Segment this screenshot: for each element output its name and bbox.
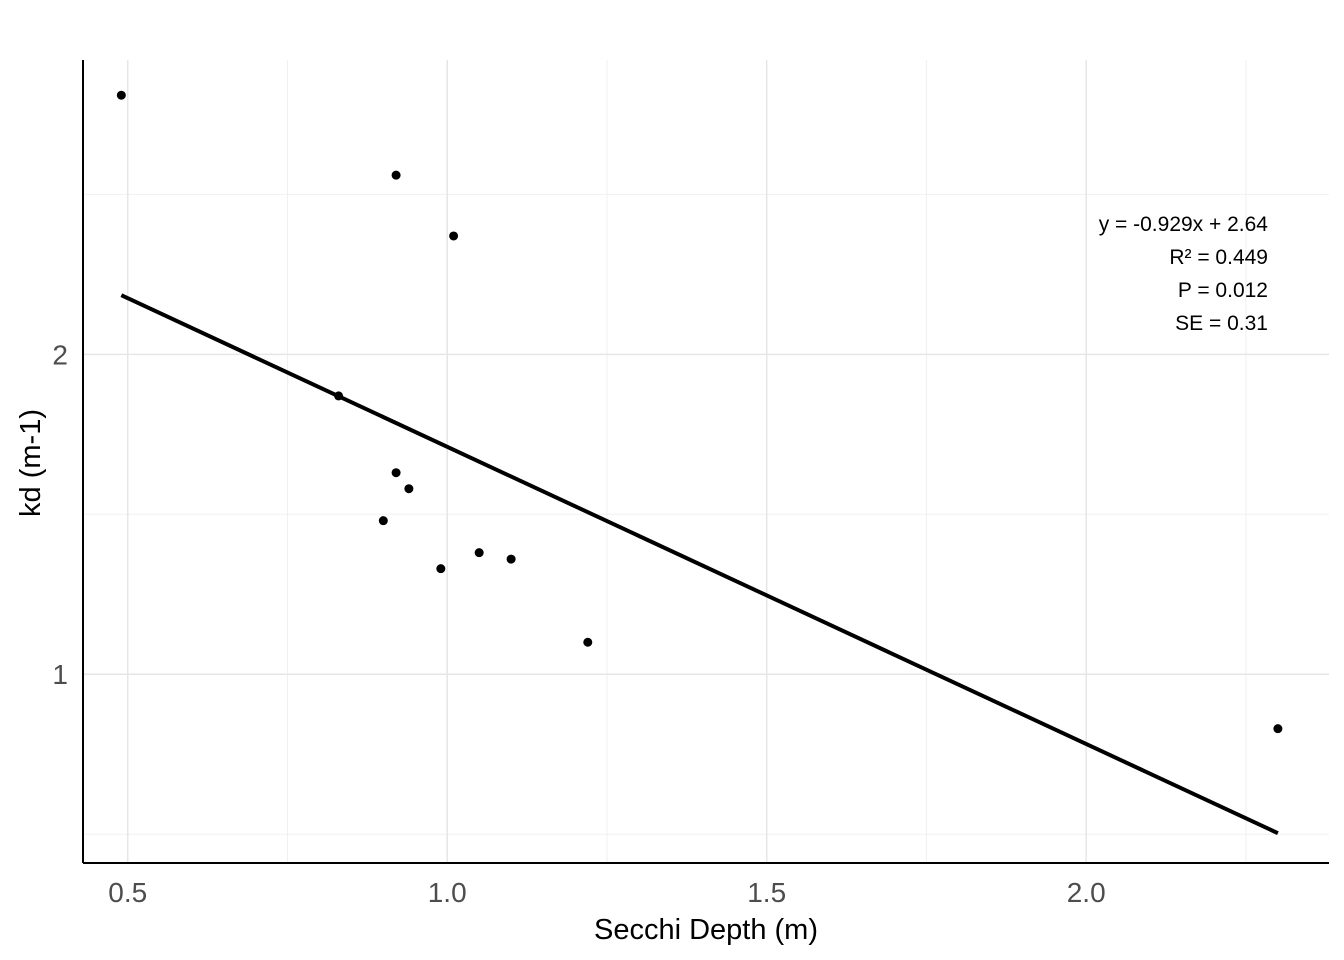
data-point	[391, 468, 401, 478]
data-point	[1273, 724, 1283, 734]
grid-lines	[83, 60, 1329, 863]
x-tick-label: 1.0	[428, 877, 467, 908]
data-point	[391, 170, 401, 180]
data-point	[474, 548, 484, 558]
x-tick-label: 2.0	[1067, 877, 1106, 908]
data-point	[449, 231, 459, 241]
x-axis-title: Secchi Depth (m)	[594, 914, 818, 946]
annotation-line: y = -0.929x + 2.64	[1099, 213, 1269, 236]
data-point	[404, 484, 414, 494]
y-axis-title: kd (m-1)	[15, 409, 47, 517]
data-point	[436, 564, 446, 574]
x-tick-label: 0.5	[108, 877, 147, 908]
x-tick-label: 1.5	[747, 877, 786, 908]
data-points	[116, 90, 1283, 734]
y-tick-label: 1	[52, 659, 68, 690]
annotation-line: P = 0.012	[1178, 279, 1268, 302]
trend-line	[120, 293, 1279, 835]
data-point	[506, 554, 516, 564]
annotation-line: SE = 0.31	[1175, 312, 1268, 335]
regression-annotations: y = -0.929x + 2.64 R² = 0.449 P = 0.012 SE …	[1099, 213, 1269, 335]
y-tick-label: 2	[52, 339, 68, 370]
data-point	[378, 516, 388, 526]
data-point	[583, 637, 593, 647]
data-point	[334, 391, 344, 401]
annotation-line: R² = 0.449	[1169, 246, 1268, 269]
y-tick-labels: 12	[52, 339, 68, 690]
x-tick-labels: 0.5 1.0 1.5 2.0	[108, 877, 1105, 908]
data-point	[116, 90, 126, 100]
